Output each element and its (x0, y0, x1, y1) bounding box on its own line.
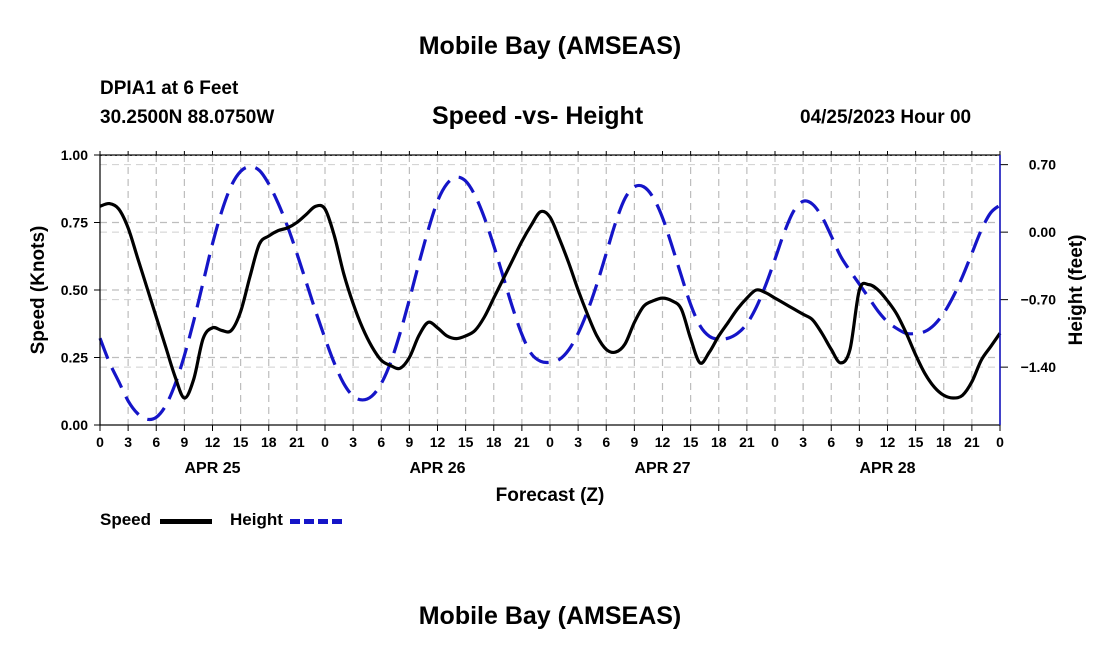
x-tick-label: 15 (458, 434, 474, 450)
x-tick-label: 9 (855, 434, 863, 450)
x-tick-label: 3 (574, 434, 582, 450)
x-tick-label: 3 (349, 434, 357, 450)
x-tick-label: 6 (152, 434, 160, 450)
x-tick-label: 0 (96, 434, 104, 450)
y-axis-title: Speed (Knots) (28, 226, 49, 355)
y2-tick-label: −1.40 (1021, 359, 1057, 375)
x-tick-label: 21 (739, 434, 755, 450)
y2-tick-label: 0.00 (1029, 224, 1056, 240)
y2-axis-title: Height (feet) (1066, 235, 1087, 346)
x-tick-label: 9 (405, 434, 413, 450)
x-tick-label: 3 (124, 434, 132, 450)
x-tick-label: 0 (321, 434, 329, 450)
y2-tick-label: 0.70 (1029, 157, 1056, 173)
x-tick-label: 21 (514, 434, 530, 450)
x-tick-label: 12 (430, 434, 446, 450)
coordinates-label: 30.2500N 88.0750W (100, 107, 275, 128)
y-tick-label: 1.00 (61, 147, 88, 163)
footer-title: Mobile Bay (AMSEAS) (418, 602, 682, 630)
main-title: Mobile Bay (AMSEAS) (418, 32, 682, 60)
day-label: APR 28 (859, 460, 915, 477)
x-tick-label: 21 (289, 434, 305, 450)
x-tick-label: 6 (827, 434, 835, 450)
day-label: APR 27 (634, 460, 690, 477)
x-tick-label: 18 (936, 434, 952, 450)
x-tick-label: 12 (205, 434, 221, 450)
x-tick-label: 18 (711, 434, 727, 450)
y-tick-label: 0.75 (61, 215, 88, 231)
speed-height-chart: 0 3 6 9 12 15 18 21 0 3 6 9 12 15 18 21 0 3 6 9 12 15 18 21 0 3 6 9… (28, 147, 1087, 506)
axis-layer: 0 3 6 9 12 15 18 21 0 3 6 9 12 15 18 21 0 3 6 9 12 15 18 21 0 3 6 9… (61, 147, 1056, 477)
x-axis-title: Forecast (Z) (496, 485, 605, 506)
x-tick-label: 0 (996, 434, 1004, 450)
datetime-label: 04/25/2023 Hour 00 (800, 107, 972, 128)
x-tick-label: 21 (964, 434, 980, 450)
x-tick-label: 9 (180, 434, 188, 450)
x-tick-label: 3 (799, 434, 807, 450)
legend-height-swatch (290, 519, 342, 524)
x-tick-label: 9 (630, 434, 638, 450)
y-tick-label: 0.25 (61, 350, 88, 366)
y2-tick-label: −0.70 (1021, 292, 1057, 308)
chart-title: Speed -vs- Height (432, 102, 644, 130)
x-tick-label: 0 (546, 434, 554, 450)
legend-height-label: Height (230, 510, 283, 529)
x-tick-label: 12 (655, 434, 671, 450)
y-tick-label: 0.50 (61, 282, 88, 298)
x-tick-label: 15 (683, 434, 699, 450)
series-layer (98, 164, 1002, 422)
legend-speed-label: Speed (100, 510, 152, 529)
x-tick-label: 15 (908, 434, 924, 450)
y-tick-label: 0.00 (61, 417, 88, 433)
day-label: APR 26 (409, 460, 465, 477)
x-tick-label: 6 (377, 434, 385, 450)
x-tick-label: 6 (602, 434, 610, 450)
legend-speed-swatch (160, 519, 212, 524)
x-tick-label: 18 (261, 434, 277, 450)
x-tick-label: 15 (233, 434, 249, 450)
station-label: DPIA1 at 6 Feet (100, 78, 239, 99)
x-tick-label: 0 (771, 434, 779, 450)
x-tick-label: 18 (486, 434, 502, 450)
day-label: APR 25 (184, 460, 240, 477)
x-tick-label: 12 (880, 434, 896, 450)
series-speed-line (99, 201, 1002, 400)
